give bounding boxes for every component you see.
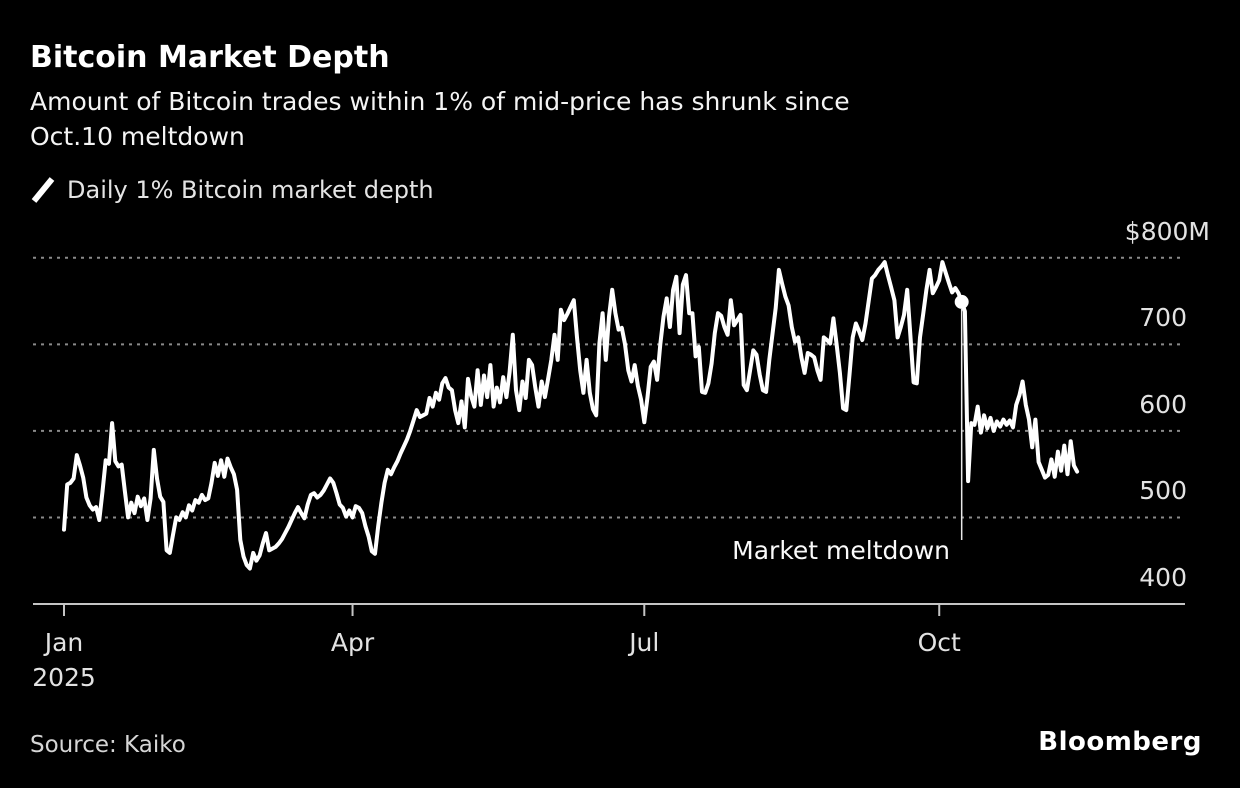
source-credit: Source: Kaiko	[30, 732, 186, 758]
x-axis-label-apr: Apr	[330, 628, 375, 657]
x-axis-label-jul: Jul	[629, 628, 660, 657]
page-title: Bitcoin Market Depth	[30, 40, 390, 75]
legend-label: Daily 1% Bitcoin market depth	[67, 176, 434, 204]
x-axis-label-oct: Oct	[917, 628, 961, 657]
x-axis-year-label: 2025	[32, 663, 96, 692]
chart-subtitle: Amount of Bitcoin trades within 1% of mi…	[30, 84, 850, 154]
y-axis-label-700: 700	[1139, 303, 1187, 333]
y-axis-label-500: 500	[1139, 476, 1187, 506]
y-axis-label-600: 600	[1139, 389, 1187, 419]
chart-subtitle-line1: Amount of Bitcoin trades within 1% of mi…	[30, 87, 850, 116]
x-axis-label-jan: Jan	[44, 628, 84, 657]
annotation-market-meltdown: Market meltdown	[732, 536, 950, 565]
y-axis-label-800: $800M	[1124, 216, 1210, 246]
y-axis-label-400: 400	[1139, 563, 1187, 592]
line-series-icon	[30, 176, 56, 204]
chart-subtitle-line2: Oct.10 meltdown	[30, 122, 245, 151]
bloomberg-logo: Bloomberg	[1038, 727, 1202, 757]
legend: Daily 1% Bitcoin market depth	[30, 176, 434, 204]
